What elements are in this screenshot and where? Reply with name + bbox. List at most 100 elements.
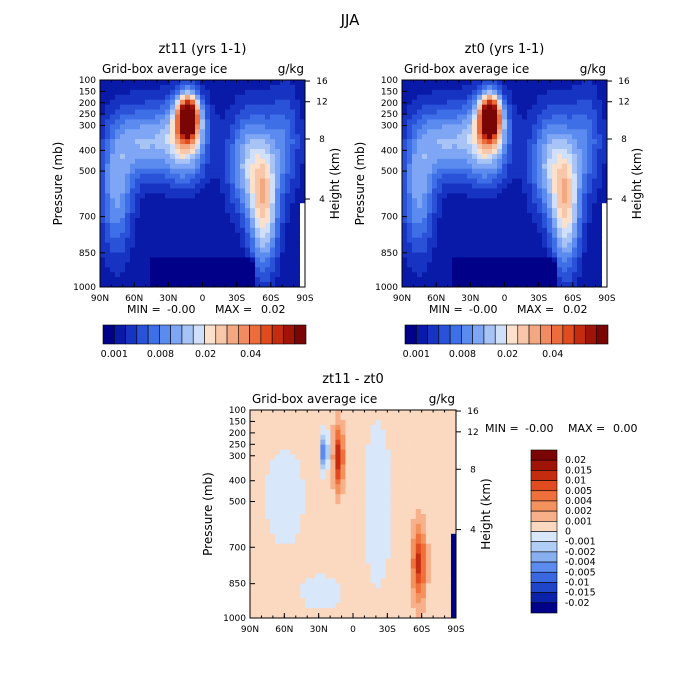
heatmap-cell	[270, 94, 276, 101]
heatmap-cell	[557, 183, 563, 189]
heatmap-cell	[285, 237, 291, 244]
heatmap-cell	[190, 80, 196, 86]
heatmap-cell	[572, 168, 578, 175]
heatmap-cell	[350, 484, 356, 490]
heatmap-cell	[375, 414, 382, 421]
heatmap-cell	[402, 218, 408, 224]
heatmap-cell	[477, 188, 483, 194]
heatmap-cell	[295, 257, 301, 263]
heatmap-cell	[210, 163, 216, 170]
heatmap-cell	[270, 80, 276, 86]
heatmap-cell	[477, 267, 483, 273]
heatmap-cell	[422, 222, 428, 229]
heatmap-cell	[250, 459, 256, 465]
heatmap-cell	[245, 89, 251, 96]
heatmap-cell	[562, 198, 568, 204]
heatmap-cell	[285, 538, 291, 545]
heatmap-cell	[155, 203, 161, 209]
heatmap-cell	[265, 178, 271, 184]
heatmap-cell	[430, 558, 437, 564]
heatmap-cell	[552, 104, 558, 110]
heatmap-cell	[407, 178, 413, 184]
heatmap-cell	[270, 183, 276, 189]
heatmap-cell	[542, 232, 548, 239]
heatmap-cell	[497, 247, 503, 253]
heatmap-cell	[115, 188, 121, 194]
heatmap-cell	[270, 168, 276, 175]
heatmap-cell	[275, 464, 281, 470]
heatmap-cell	[125, 158, 131, 165]
heatmap-cell	[230, 198, 236, 204]
heatmap-cell	[290, 533, 296, 540]
heatmap-cell	[462, 282, 468, 288]
heatmap-cell	[597, 282, 603, 288]
heatmap-cell	[542, 80, 548, 86]
heatmap-cell	[517, 139, 523, 145]
heatmap-cell	[155, 237, 161, 244]
heatmap-cell	[200, 242, 206, 248]
heatmap-cell	[165, 193, 171, 199]
heatmap-cell	[115, 193, 121, 199]
heatmap-cell	[390, 410, 397, 416]
heatmap-cell	[270, 509, 276, 515]
heatmap-cell	[567, 247, 573, 253]
y-tick-label: 1000	[375, 283, 398, 293]
heatmap-cell	[275, 183, 281, 189]
heatmap-cell	[437, 247, 443, 253]
heatmap-cell	[602, 282, 608, 288]
heatmap-cell	[340, 484, 346, 490]
heatmap-cell	[280, 208, 286, 214]
heatmap-cell	[325, 514, 331, 520]
heatmap-cell	[115, 119, 121, 125]
heatmap-cell	[365, 464, 371, 470]
heatmap-cell	[185, 218, 191, 224]
heatmap-cell	[472, 158, 478, 165]
heatmap-cell	[290, 237, 296, 244]
heatmap-cell	[437, 282, 443, 288]
heatmap-cell	[457, 262, 463, 268]
heatmap-cell	[597, 99, 603, 106]
heatmap-cell	[235, 158, 241, 165]
heatmap-cell	[180, 183, 186, 189]
heatmap-cell	[457, 227, 463, 234]
heatmap-cell	[365, 454, 371, 460]
heatmap-cell	[597, 203, 603, 209]
heatmap-cell	[245, 178, 251, 184]
heatmap-cell	[522, 277, 528, 283]
heatmap-cell	[110, 109, 116, 115]
x-tick-label: 30S	[530, 294, 547, 304]
heatmap-cell	[412, 237, 418, 244]
heatmap-cell	[195, 178, 201, 184]
heatmap-cell	[180, 84, 186, 91]
heatmap-cell	[422, 173, 428, 179]
heatmap-cell	[280, 139, 286, 145]
heatmap-cell	[135, 232, 141, 239]
heatmap-cell	[395, 414, 402, 421]
heatmap-cell	[275, 208, 281, 214]
heatmap-cell	[110, 129, 116, 135]
x-tick-label: 0	[200, 294, 206, 304]
heatmap-cell	[165, 218, 171, 224]
heatmap-cell	[265, 439, 271, 446]
heatmap-cell	[400, 518, 407, 525]
heatmap-cell	[435, 489, 442, 495]
heatmap-cell	[562, 252, 568, 258]
heatmap-cell	[370, 414, 377, 421]
heatmap-cell	[260, 272, 266, 278]
heatmap-cell	[145, 89, 151, 96]
heatmap-cell	[170, 227, 176, 234]
heatmap-cell	[542, 188, 548, 194]
heatmap-cell	[140, 124, 146, 130]
heatmap-cell	[532, 158, 538, 165]
heatmap-cell	[522, 99, 528, 106]
heatmap-cell	[270, 494, 276, 500]
heatmap-cell	[432, 242, 438, 248]
heatmap-cell	[402, 183, 408, 189]
heatmap-cell	[125, 84, 131, 91]
heatmap-cell	[155, 109, 161, 115]
heatmap-cell	[497, 168, 503, 175]
heatmap-cell	[527, 168, 533, 175]
heatmap-cell	[300, 227, 306, 234]
heatmap-cell	[230, 99, 236, 106]
heatmap-cell	[587, 94, 593, 101]
